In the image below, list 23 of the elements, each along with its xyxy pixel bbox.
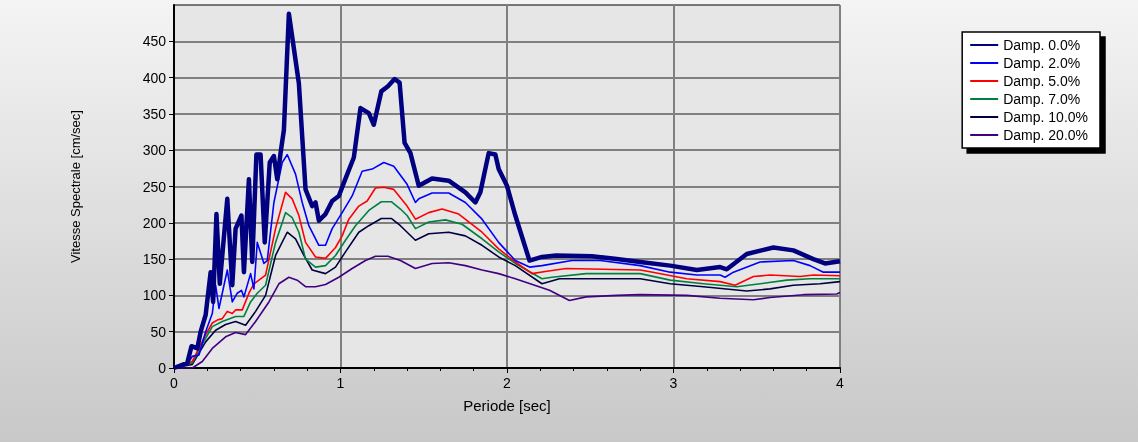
y-tick-label: 200 xyxy=(142,214,167,231)
x-tick-label: 3 xyxy=(669,375,678,391)
x-tick-label: 1 xyxy=(336,375,345,391)
legend-label: Damp. 0.0% xyxy=(1003,37,1081,53)
y-tick-label: 450 xyxy=(142,33,167,50)
y-tick-label: 100 xyxy=(142,287,167,304)
y-tick-label: 300 xyxy=(142,142,167,159)
y-tick-label: 350 xyxy=(142,105,167,122)
x-axis-title: Periode [sec] xyxy=(463,397,551,414)
y-tick-label: 50 xyxy=(150,323,167,340)
legend-label: Damp. 10.0% xyxy=(1003,109,1089,125)
y-tick-label: 400 xyxy=(142,69,167,86)
y-tick-label: 250 xyxy=(142,178,167,195)
x-tick-label: 0 xyxy=(170,375,179,391)
legend-label: Damp. 7.0% xyxy=(1003,91,1081,107)
legend-label: Damp. 20.0% xyxy=(1003,127,1089,143)
x-tick-label: 4 xyxy=(836,375,845,391)
y-tick-label: 150 xyxy=(142,251,167,268)
y-tick-label: 0 xyxy=(158,360,167,376)
legend-label: Damp. 5.0% xyxy=(1003,73,1081,89)
legend-label: Damp. 2.0% xyxy=(1003,55,1081,71)
y-axis-title: Vitesse Spectrale [cm/sec] xyxy=(68,110,83,263)
x-tick-label: 2 xyxy=(503,375,512,391)
